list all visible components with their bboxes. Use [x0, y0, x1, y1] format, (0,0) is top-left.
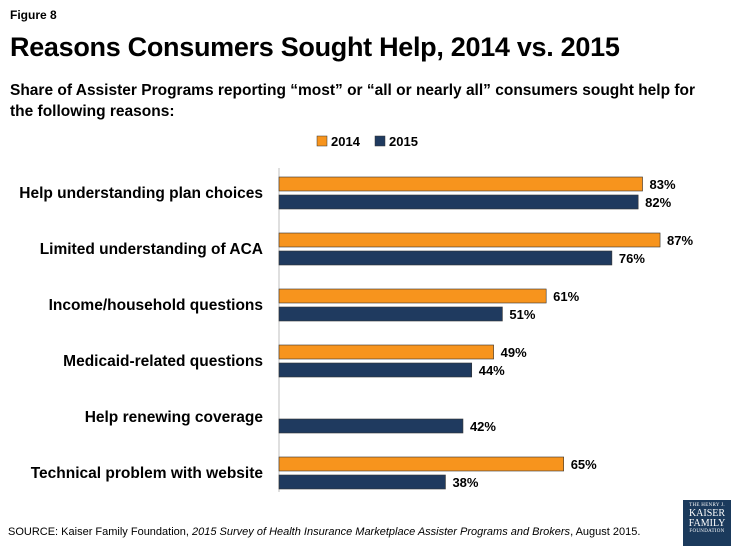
data-label-2015: 51% — [509, 307, 535, 322]
bar-2015 — [278, 418, 464, 434]
source-title: 2015 Survey of Health Insurance Marketpl… — [192, 526, 571, 538]
chart-subtitle: Share of Assister Programs reporting “mo… — [10, 82, 696, 120]
logo-line-2: KAISER — [688, 508, 726, 519]
logo-line-1: THE HENRY J. — [689, 503, 725, 508]
bar-2014 — [278, 176, 643, 192]
bar-2014 — [278, 344, 494, 360]
logo-line-3: FAMILY — [688, 518, 726, 529]
source-footnote: SOURCE: Kaiser Family Foundation, 2015 S… — [8, 526, 640, 538]
data-label-2014: 65% — [571, 457, 597, 472]
category-label: Medicaid-related questions — [63, 353, 263, 370]
kff-logo: THE HENRY J. KAISER FAMILY FOUNDATION — [683, 500, 731, 546]
data-label-2015: 42% — [470, 419, 496, 434]
data-label-2014: 83% — [650, 177, 676, 192]
bar-2014 — [278, 456, 565, 472]
data-label-2014: 61% — [553, 289, 579, 304]
source-suffix: , August 2015. — [570, 526, 641, 538]
legend-swatch-2014 — [316, 135, 328, 147]
legend-label-2014: 2014 — [331, 134, 361, 149]
source-prefix: SOURCE: Kaiser Family Foundation, — [8, 526, 193, 538]
legend-swatch-2015 — [374, 135, 386, 147]
legend-label-2015: 2015 — [389, 134, 418, 149]
data-label-2014: 87% — [667, 233, 693, 248]
bar-2015 — [278, 362, 473, 378]
category-label: Help understanding plan choices — [19, 185, 263, 202]
category-label: Help renewing coverage — [85, 409, 264, 426]
bar-2015 — [278, 250, 613, 266]
data-label-2015: 38% — [452, 475, 478, 490]
logo-line-4: FOUNDATION — [689, 529, 725, 534]
category-label: Income/household questions — [49, 297, 263, 314]
category-label: Limited understanding of ACA — [40, 241, 263, 258]
data-label-2015: 76% — [619, 251, 645, 266]
bar-2015 — [278, 306, 503, 322]
data-label-2015: 82% — [645, 195, 671, 210]
figure-label: Figure 8 — [10, 8, 57, 22]
bar-2015 — [278, 194, 639, 210]
bar-2014 — [278, 232, 661, 248]
bar-2015 — [278, 474, 446, 490]
chart-title: Reasons Consumers Sought Help, 2014 vs. … — [10, 32, 620, 62]
category-label: Technical problem with website — [31, 465, 264, 482]
data-label-2014: 49% — [501, 345, 527, 360]
bar-2014 — [278, 288, 547, 304]
data-label-2015: 44% — [479, 363, 505, 378]
